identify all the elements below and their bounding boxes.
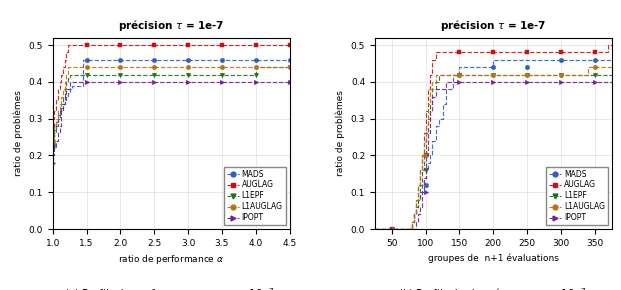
Title: précision $\tau$ = 1e-7: précision $\tau$ = 1e-7	[440, 18, 546, 33]
Legend: MADS, AUGLAG, L1EPF, L1AUGLAG, IPOPT: MADS, AUGLAG, L1EPF, L1AUGLAG, IPOPT	[546, 166, 608, 225]
Legend: MADS, AUGLAG, L1EPF, L1AUGLAG, IPOPT: MADS, AUGLAG, L1EPF, L1AUGLAG, IPOPT	[224, 166, 286, 225]
X-axis label: ratio de performance $\alpha$: ratio de performance $\alpha$	[118, 253, 224, 267]
Text: (a) Profils de performance pour $\tau = 10^{-7}$.: (a) Profils de performance pour $\tau = …	[65, 287, 278, 290]
Y-axis label: ratio de problèmes: ratio de problèmes	[336, 90, 345, 176]
Y-axis label: ratio de problèmes: ratio de problèmes	[14, 90, 23, 176]
Title: précision $\tau$ = 1e-7: précision $\tau$ = 1e-7	[118, 18, 224, 33]
Text: (b) Profils de données pour $\tau = 10^{-7}$.: (b) Profils de données pour $\tau = 10^{…	[397, 287, 589, 290]
X-axis label: groupes de  n+1 évaluations: groupes de n+1 évaluations	[428, 253, 559, 263]
